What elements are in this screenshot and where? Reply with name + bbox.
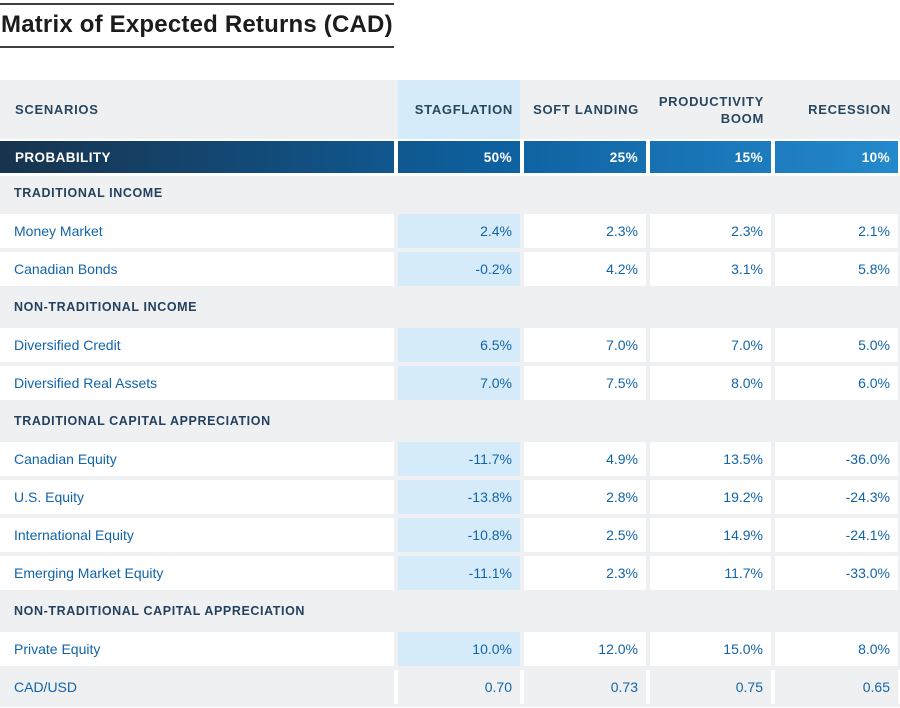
probability-value-stagflation: 50% — [398, 141, 520, 173]
table-row-international-equity: International Equity -10.8% 2.5% 14.9% -… — [0, 518, 900, 552]
section-header-non-traditional-capital-appreciation: NON-TRADITIONAL CAPITAL APPRECIATION — [14, 604, 306, 618]
cell-value: 6.0% — [775, 366, 898, 400]
cell-value: 2.4% — [398, 214, 520, 248]
column-header-recession: RECESSION — [808, 102, 891, 117]
cell-value: 11.7% — [650, 556, 771, 590]
cell-value: -0.2% — [398, 252, 520, 286]
probability-label: PROBABILITY — [0, 141, 394, 173]
column-header-stagflation: STAGFLATION — [398, 80, 520, 139]
table-row-canadian-bonds: Canadian Bonds -0.2% 4.2% 3.1% 5.8% — [0, 252, 900, 286]
column-header-soft-landing: SOFT LANDING — [533, 102, 639, 117]
row-label: CAD/USD — [0, 670, 394, 704]
page: Matrix of Expected Returns (CAD) SCENARI… — [0, 3, 900, 708]
column-header-productivity-boom: PRODUCTIVITY BOOM — [658, 93, 764, 126]
section-header-non-traditional-income: NON-TRADITIONAL INCOME — [14, 300, 198, 314]
cell-value: 0.75 — [650, 670, 771, 704]
title-block: Matrix of Expected Returns (CAD) — [0, 3, 394, 48]
row-label: U.S. Equity — [0, 480, 394, 514]
row-label: International Equity — [0, 518, 394, 552]
cell-value: 3.1% — [650, 252, 771, 286]
table-row-diversified-real-assets: Diversified Real Assets 7.0% 7.5% 8.0% 6… — [0, 366, 900, 400]
probability-value-soft-landing: 25% — [524, 141, 646, 173]
cell-value: -11.1% — [398, 556, 520, 590]
page-title: Matrix of Expected Returns (CAD) — [1, 11, 393, 38]
row-label: Diversified Real Assets — [0, 366, 394, 400]
probability-value-productivity-boom: 15% — [650, 141, 771, 173]
cell-value: 2.1% — [775, 214, 898, 248]
cell-value: 2.3% — [524, 214, 646, 248]
cell-value: 2.3% — [524, 556, 646, 590]
probability-strip: PROBABILITY 50% 25% 15% 10% — [0, 139, 900, 176]
cell-value: 7.0% — [650, 328, 771, 362]
cell-value: 7.5% — [524, 366, 646, 400]
cell-value: -33.0% — [775, 556, 898, 590]
cell-value: -10.8% — [398, 518, 520, 552]
cell-value: 0.70 — [398, 670, 520, 704]
cell-value: 4.2% — [524, 252, 646, 286]
cell-value: -24.1% — [775, 518, 898, 552]
section-header-traditional-capital-appreciation: TRADITIONAL CAPITAL APPRECIATION — [14, 414, 271, 428]
table-row-diversified-credit: Diversified Credit 6.5% 7.0% 7.0% 5.0% — [0, 328, 900, 362]
cell-value: 10.0% — [398, 632, 520, 666]
row-label: Emerging Market Equity — [0, 556, 394, 590]
cell-value: 4.9% — [524, 442, 646, 476]
table-row-canadian-equity: Canadian Equity -11.7% 4.9% 13.5% -36.0% — [0, 442, 900, 476]
cell-value: -24.3% — [775, 480, 898, 514]
row-label: Canadian Bonds — [0, 252, 394, 286]
cell-value: 2.3% — [650, 214, 771, 248]
cell-value: 5.0% — [775, 328, 898, 362]
cell-value: 14.9% — [650, 518, 771, 552]
cell-value: 0.65 — [775, 670, 898, 704]
table-row-cad-usd: CAD/USD 0.70 0.73 0.75 0.65 — [0, 670, 900, 704]
table-row-emerging-market-equity: Emerging Market Equity -11.1% 2.3% 11.7%… — [0, 556, 900, 590]
cell-value: 15.0% — [650, 632, 771, 666]
row-label: Diversified Credit — [0, 328, 394, 362]
row-label: Money Market — [0, 214, 394, 248]
cell-value: 13.5% — [650, 442, 771, 476]
column-header-scenarios: SCENARIOS — [15, 102, 99, 117]
section-header-traditional-income: TRADITIONAL INCOME — [14, 186, 163, 200]
table-row-private-equity: Private Equity 10.0% 12.0% 15.0% 8.0% — [0, 632, 900, 666]
cell-value: 7.0% — [398, 366, 520, 400]
row-label: Canadian Equity — [0, 442, 394, 476]
cell-value: -13.8% — [398, 480, 520, 514]
cell-value: 0.73 — [524, 670, 646, 704]
cell-value: 7.0% — [524, 328, 646, 362]
table-row-us-equity: U.S. Equity -13.8% 2.8% 19.2% -24.3% — [0, 480, 900, 514]
cell-value: 19.2% — [650, 480, 771, 514]
cell-value: 2.8% — [524, 480, 646, 514]
cell-value: 6.5% — [398, 328, 520, 362]
cell-value: -11.7% — [398, 442, 520, 476]
cell-value: 2.5% — [524, 518, 646, 552]
table-header-row: SCENARIOS STAGFLATION SOFT LANDING PRODU… — [0, 80, 900, 139]
table-row-money-market: Money Market 2.4% 2.3% 2.3% 2.1% — [0, 214, 900, 248]
cell-value: 5.8% — [775, 252, 898, 286]
probability-value-recession: 10% — [775, 141, 898, 173]
table-body: TRADITIONAL INCOME Money Market 2.4% 2.3… — [0, 176, 900, 707]
probability-row: PROBABILITY 50% 25% 15% 10% — [0, 141, 900, 173]
row-label: Private Equity — [0, 632, 394, 666]
cell-value: 12.0% — [524, 632, 646, 666]
cell-value: 8.0% — [650, 366, 771, 400]
expected-returns-matrix: SCENARIOS STAGFLATION SOFT LANDING PRODU… — [0, 80, 900, 707]
cell-value: -36.0% — [775, 442, 898, 476]
cell-value: 8.0% — [775, 632, 898, 666]
